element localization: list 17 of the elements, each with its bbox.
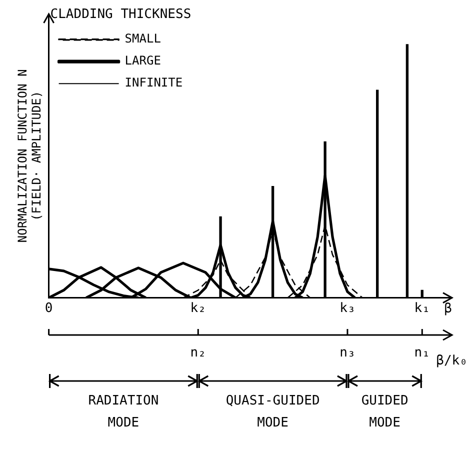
x-tick-label: 0 <box>44 300 53 316</box>
x-tick-label: k₁ <box>414 300 430 316</box>
legend-title: CLADDING THICKNESS <box>50 6 192 22</box>
text: RADIATION MODE <box>88 393 159 430</box>
legend-label: SMALL <box>124 32 161 46</box>
legend-label: INFINITE <box>124 76 183 90</box>
annotation: n₃ <box>340 345 356 360</box>
x-tick-label: k₃ <box>340 300 356 316</box>
x-tick-label: k₂ <box>190 300 206 316</box>
y-axis-title: NORMALIZATION FUNCTION N (FIELD· AMPLITUDE) <box>15 69 44 243</box>
text: GUIDED MODE <box>361 393 408 430</box>
text: β/k₀ <box>436 353 468 368</box>
text: QUASI-GUIDED MODE <box>226 393 320 430</box>
legend-label: LARGE <box>124 54 161 68</box>
x-axis-title: β <box>444 302 452 317</box>
annotation: n₂ <box>190 345 206 360</box>
annotation: n₁ <box>414 345 430 360</box>
